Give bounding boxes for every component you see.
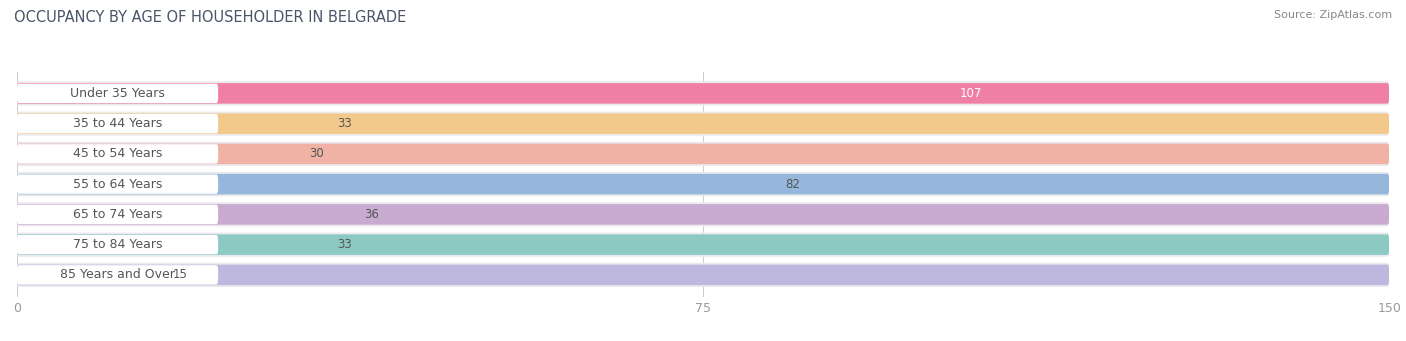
FancyBboxPatch shape [17,235,218,254]
Text: 30: 30 [309,147,325,160]
Text: 107: 107 [960,87,981,100]
Text: OCCUPANCY BY AGE OF HOUSEHOLDER IN BELGRADE: OCCUPANCY BY AGE OF HOUSEHOLDER IN BELGR… [14,10,406,25]
FancyBboxPatch shape [17,84,218,103]
FancyBboxPatch shape [17,142,1389,166]
FancyBboxPatch shape [17,144,1389,164]
FancyBboxPatch shape [17,263,1389,287]
Text: Under 35 Years: Under 35 Years [70,87,165,100]
FancyBboxPatch shape [17,174,1389,194]
Text: 45 to 54 Years: 45 to 54 Years [73,147,162,160]
FancyBboxPatch shape [17,113,1389,134]
FancyBboxPatch shape [17,265,1389,285]
Text: 75 to 84 Years: 75 to 84 Years [73,238,162,251]
Text: 33: 33 [337,117,352,130]
FancyBboxPatch shape [17,205,218,224]
Text: Source: ZipAtlas.com: Source: ZipAtlas.com [1274,10,1392,20]
FancyBboxPatch shape [17,234,1389,255]
FancyBboxPatch shape [17,83,1389,104]
FancyBboxPatch shape [17,202,1389,226]
FancyBboxPatch shape [17,144,218,164]
FancyBboxPatch shape [17,114,218,133]
Text: 65 to 74 Years: 65 to 74 Years [73,208,162,221]
Text: 33: 33 [337,238,352,251]
FancyBboxPatch shape [17,265,218,285]
Text: 36: 36 [364,208,380,221]
Text: 85 Years and Over: 85 Years and Over [60,268,174,281]
Text: 15: 15 [173,268,187,281]
FancyBboxPatch shape [17,204,1389,225]
Text: 35 to 44 Years: 35 to 44 Years [73,117,162,130]
FancyBboxPatch shape [17,172,1389,196]
FancyBboxPatch shape [17,175,218,194]
FancyBboxPatch shape [17,81,1389,105]
Text: 82: 82 [786,178,800,191]
Text: 55 to 64 Years: 55 to 64 Years [73,178,162,191]
FancyBboxPatch shape [17,112,1389,136]
FancyBboxPatch shape [17,233,1389,257]
